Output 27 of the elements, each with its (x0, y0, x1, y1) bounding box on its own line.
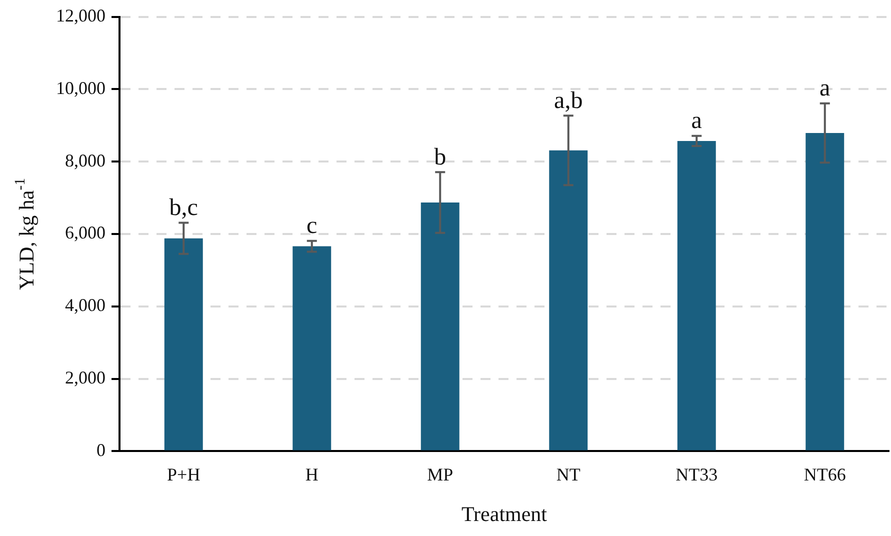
y-tick-label: 10,000 (56, 78, 106, 98)
y-axis-title: YLD, kg ha-1 (12, 178, 39, 290)
x-tick-label: NT66 (804, 464, 846, 485)
bar (677, 140, 716, 450)
x-tick-label: H (305, 464, 318, 485)
annotation: a,b (554, 88, 583, 114)
x-tick-label: P+H (167, 464, 200, 485)
y-tick-label: 12,000 (56, 6, 106, 26)
y-tick-label: 0 (96, 440, 106, 460)
annotation: b (434, 144, 446, 170)
x-tick-label: NT33 (676, 464, 718, 485)
bar (420, 202, 460, 450)
y-tick-label: 6,000 (65, 222, 106, 243)
y-tick-label: 8,000 (65, 150, 106, 170)
bar (164, 238, 203, 450)
x-tick-label: NT (556, 464, 580, 485)
y-tick-label: 2,000 (65, 368, 106, 388)
bar (806, 133, 844, 450)
annotation: b,c (169, 195, 198, 222)
annotation: c (306, 213, 318, 240)
x-axis-title: Treatment (461, 502, 548, 526)
annotation: a (820, 76, 831, 102)
x-tick-label: MP (427, 464, 454, 485)
bar (292, 246, 332, 450)
annotation: a (691, 108, 702, 134)
y-tick-label: 4,000 (65, 295, 106, 316)
bar (549, 150, 588, 450)
